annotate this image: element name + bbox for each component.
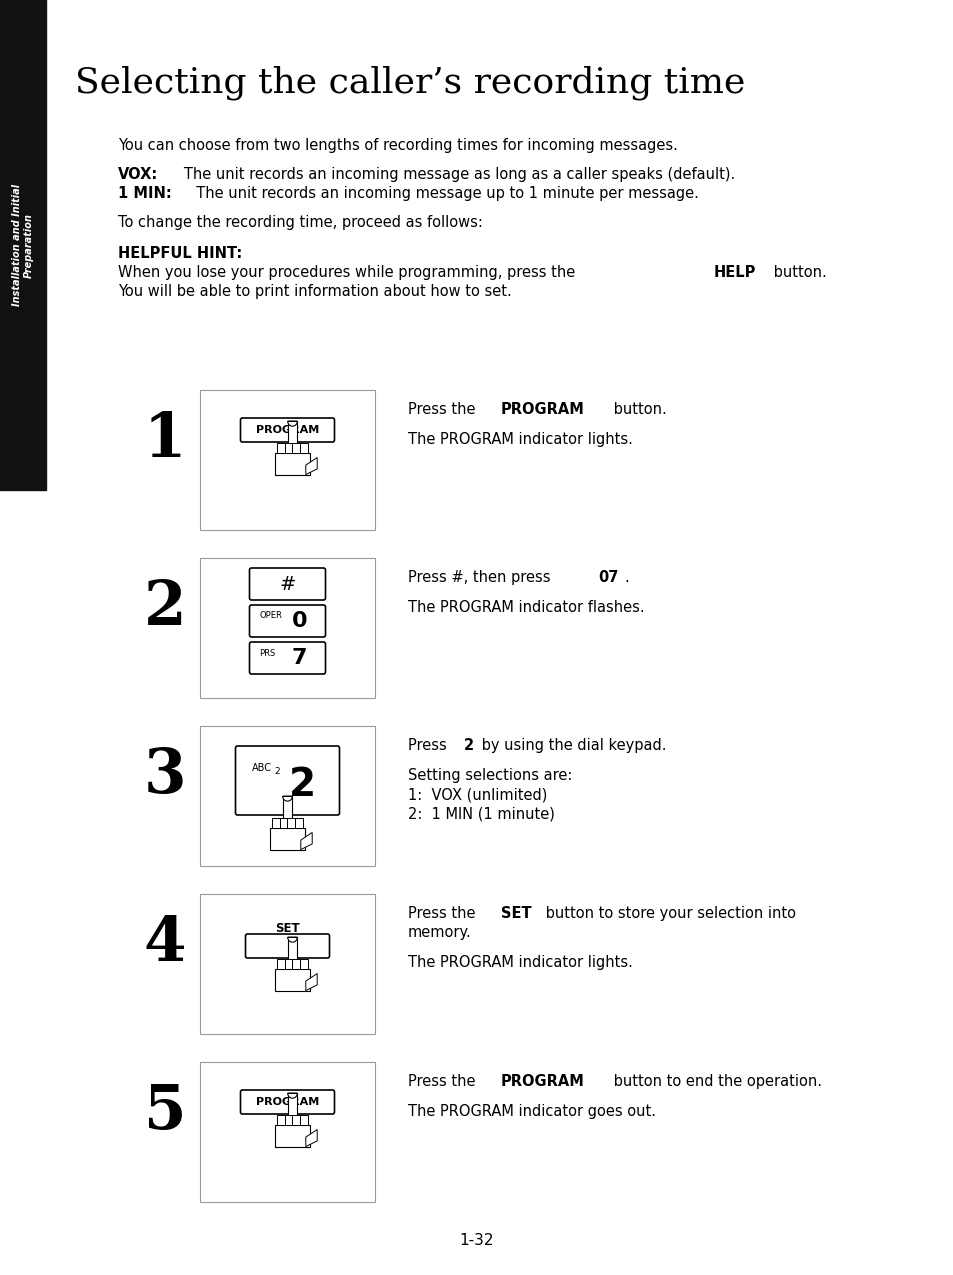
Text: 2: 2 (274, 768, 280, 776)
Polygon shape (275, 453, 310, 474)
Text: Press the: Press the (408, 907, 479, 921)
Text: HELPFUL HINT:: HELPFUL HINT: (118, 246, 242, 261)
Bar (200, 390, 375, 530)
Text: 5: 5 (144, 1082, 186, 1142)
Polygon shape (306, 458, 316, 474)
Polygon shape (277, 959, 285, 969)
Text: 3: 3 (144, 746, 186, 806)
Polygon shape (288, 1094, 297, 1098)
Text: VOX:: VOX: (118, 167, 158, 182)
Bar (200, 725, 375, 866)
Text: Press the: Press the (408, 1074, 479, 1089)
Polygon shape (293, 959, 300, 969)
Polygon shape (272, 819, 279, 827)
Polygon shape (300, 959, 308, 969)
Polygon shape (277, 1116, 285, 1125)
Polygon shape (306, 974, 316, 991)
Text: 07: 07 (598, 570, 618, 585)
Polygon shape (293, 1116, 300, 1125)
Text: 4: 4 (144, 914, 186, 974)
Text: Selecting the caller’s recording time: Selecting the caller’s recording time (75, 65, 744, 99)
Text: PROGRAM: PROGRAM (255, 425, 319, 435)
FancyBboxPatch shape (240, 1090, 335, 1114)
Polygon shape (282, 797, 292, 827)
Text: 7: 7 (292, 648, 307, 668)
Polygon shape (287, 819, 294, 827)
Text: 2:  1 MIN (1 minute): 2: 1 MIN (1 minute) (408, 806, 555, 821)
Text: SET: SET (274, 922, 299, 935)
Text: PROGRAM: PROGRAM (500, 402, 584, 417)
FancyBboxPatch shape (250, 567, 325, 601)
Polygon shape (300, 833, 312, 849)
Polygon shape (282, 797, 292, 801)
Polygon shape (288, 422, 297, 426)
Polygon shape (288, 422, 297, 453)
Text: You can choose from two lengths of recording times for incoming messages.: You can choose from two lengths of recor… (118, 138, 678, 153)
Text: PROGRAM: PROGRAM (500, 1074, 584, 1089)
Text: HELP: HELP (713, 265, 756, 280)
Text: You will be able to print information about how to set.: You will be able to print information ab… (118, 284, 511, 300)
Text: When you lose your procedures while programming, press the: When you lose your procedures while prog… (118, 265, 579, 280)
Text: The PROGRAM indicator flashes.: The PROGRAM indicator flashes. (408, 601, 644, 616)
Text: Setting selections are:: Setting selections are: (408, 769, 572, 783)
Text: 1:  VOX (unlimited): 1: VOX (unlimited) (408, 788, 547, 802)
FancyBboxPatch shape (235, 746, 339, 815)
Text: memory.: memory. (408, 924, 471, 940)
Text: PRS: PRS (259, 649, 275, 658)
Bar (0, 0, 46, 490)
Polygon shape (300, 444, 308, 453)
Text: .: . (623, 570, 628, 585)
Text: The PROGRAM indicator goes out.: The PROGRAM indicator goes out. (408, 1104, 656, 1119)
Polygon shape (306, 1130, 316, 1146)
Text: Installation and Initial
Preparation: Installation and Initial Preparation (12, 184, 33, 306)
Text: 2: 2 (144, 578, 186, 638)
Text: The PROGRAM indicator lights.: The PROGRAM indicator lights. (408, 432, 632, 448)
FancyBboxPatch shape (240, 418, 335, 442)
Bar (200, 558, 375, 697)
FancyBboxPatch shape (245, 935, 329, 958)
Text: ABC: ABC (252, 762, 272, 773)
Text: Press: Press (408, 738, 451, 754)
Polygon shape (277, 444, 285, 453)
Polygon shape (288, 937, 297, 942)
Polygon shape (285, 444, 293, 453)
FancyBboxPatch shape (250, 606, 325, 638)
Polygon shape (275, 1125, 310, 1146)
Polygon shape (270, 827, 304, 849)
Text: The unit records an incoming message up to 1 minute per message.: The unit records an incoming message up … (187, 186, 699, 201)
Text: 2: 2 (289, 766, 315, 805)
Bar (200, 894, 375, 1034)
Text: #: # (279, 575, 295, 593)
Text: SET: SET (500, 907, 531, 921)
Text: 2: 2 (463, 738, 474, 754)
Text: by using the dial keypad.: by using the dial keypad. (476, 738, 666, 754)
Text: 0: 0 (292, 611, 307, 631)
Text: To change the recording time, proceed as follows:: To change the recording time, proceed as… (118, 215, 482, 230)
Polygon shape (275, 969, 310, 991)
Text: button to store your selection into: button to store your selection into (540, 907, 795, 921)
Polygon shape (300, 1116, 308, 1125)
Text: The unit records an incoming message as long as a caller speaks (default).: The unit records an incoming message as … (170, 167, 735, 182)
Text: Press the: Press the (408, 402, 479, 417)
Polygon shape (288, 937, 297, 969)
Text: button to end the operation.: button to end the operation. (609, 1074, 821, 1089)
Bar (200, 1062, 375, 1202)
Polygon shape (285, 1116, 293, 1125)
Polygon shape (285, 959, 293, 969)
Text: Press #, then press: Press #, then press (408, 570, 555, 585)
FancyBboxPatch shape (250, 643, 325, 674)
Polygon shape (279, 819, 287, 827)
Text: 1: 1 (144, 411, 186, 470)
Text: The PROGRAM indicator lights.: The PROGRAM indicator lights. (408, 955, 632, 970)
Polygon shape (294, 819, 302, 827)
Text: button.: button. (609, 402, 666, 417)
Text: PROGRAM: PROGRAM (255, 1096, 319, 1107)
Text: 1-32: 1-32 (459, 1233, 494, 1248)
Text: button.: button. (768, 265, 825, 280)
Text: OPER: OPER (259, 612, 282, 621)
Text: 1 MIN:: 1 MIN: (118, 186, 172, 201)
Polygon shape (293, 444, 300, 453)
Polygon shape (288, 1094, 297, 1125)
